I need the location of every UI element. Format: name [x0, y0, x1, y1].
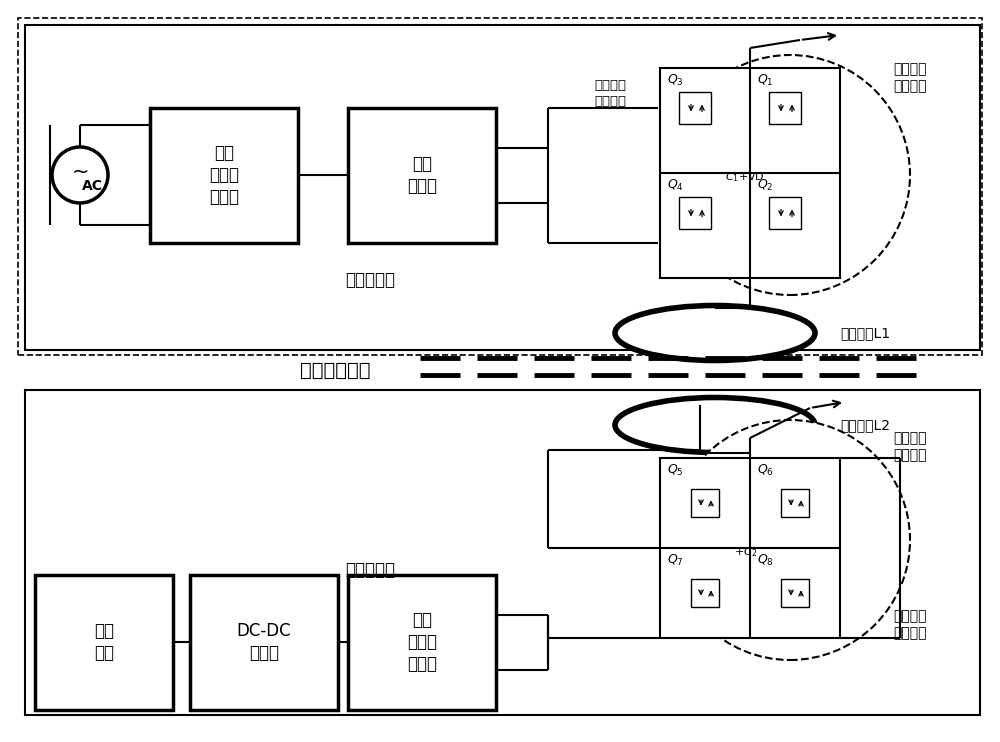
Bar	[691, 489, 719, 517]
Text: ~: ~	[71, 162, 89, 182]
Text: $Q_6$: $Q_6$	[757, 462, 773, 478]
Text: 第一
整流滤
波电路: 第一 整流滤 波电路	[209, 144, 239, 206]
Text: $Q_1$: $Q_1$	[757, 73, 773, 88]
Text: $Q_2$: $Q_2$	[757, 177, 773, 193]
Text: 发射线圈L1: 发射线圈L1	[840, 326, 890, 340]
Text: 高频
逆变器: 高频 逆变器	[407, 155, 437, 195]
Bar	[660, 68, 840, 278]
Text: $Q_7$: $Q_7$	[667, 553, 683, 568]
Bar	[35, 575, 173, 710]
Bar	[348, 108, 496, 243]
Bar	[25, 390, 980, 715]
Bar	[691, 579, 719, 607]
Bar	[190, 575, 338, 710]
Bar	[781, 489, 809, 517]
Bar	[769, 92, 801, 124]
Text: +$C_2$: +$C_2$	[734, 545, 758, 559]
Text: DC-DC
变换器: DC-DC 变换器	[237, 622, 291, 662]
Bar	[150, 108, 298, 243]
Bar	[660, 458, 840, 638]
Text: 第二电子
电容电路: 第二电子 电容电路	[893, 431, 926, 463]
Bar	[781, 579, 809, 607]
Text: $C_1$+VD: $C_1$+VD	[725, 170, 765, 184]
Text: 第一串联
谐振电路: 第一串联 谐振电路	[594, 79, 626, 108]
Text: 第二
整流滤
波电路: 第二 整流滤 波电路	[407, 611, 437, 673]
Circle shape	[670, 55, 910, 295]
Text: AC: AC	[82, 179, 103, 193]
Circle shape	[52, 147, 108, 203]
Text: 可分离变压器: 可分离变压器	[300, 361, 371, 379]
Bar	[25, 25, 980, 350]
Text: $Q_5$: $Q_5$	[667, 462, 683, 478]
Bar	[18, 18, 982, 355]
Text: $Q_8$: $Q_8$	[757, 553, 773, 568]
Bar	[679, 92, 711, 124]
Bar	[348, 575, 496, 710]
Bar	[769, 197, 801, 229]
Text: $Q_3$: $Q_3$	[667, 73, 683, 88]
Text: 第一电子
电容电路: 第一电子 电容电路	[893, 62, 926, 93]
Text: 接据线圈L2: 接据线圈L2	[840, 418, 890, 432]
Text: 电池
负载: 电池 负载	[94, 622, 114, 662]
Text: $Q_4$: $Q_4$	[667, 177, 683, 193]
Text: 第二串联
谐振电路: 第二串联 谐振电路	[893, 609, 926, 640]
Bar	[679, 197, 711, 229]
Ellipse shape	[615, 306, 815, 361]
Ellipse shape	[615, 398, 815, 453]
Circle shape	[670, 420, 910, 660]
Text: 车载侧部分: 车载侧部分	[345, 561, 395, 579]
Text: 基建侧部分: 基建侧部分	[345, 271, 395, 289]
